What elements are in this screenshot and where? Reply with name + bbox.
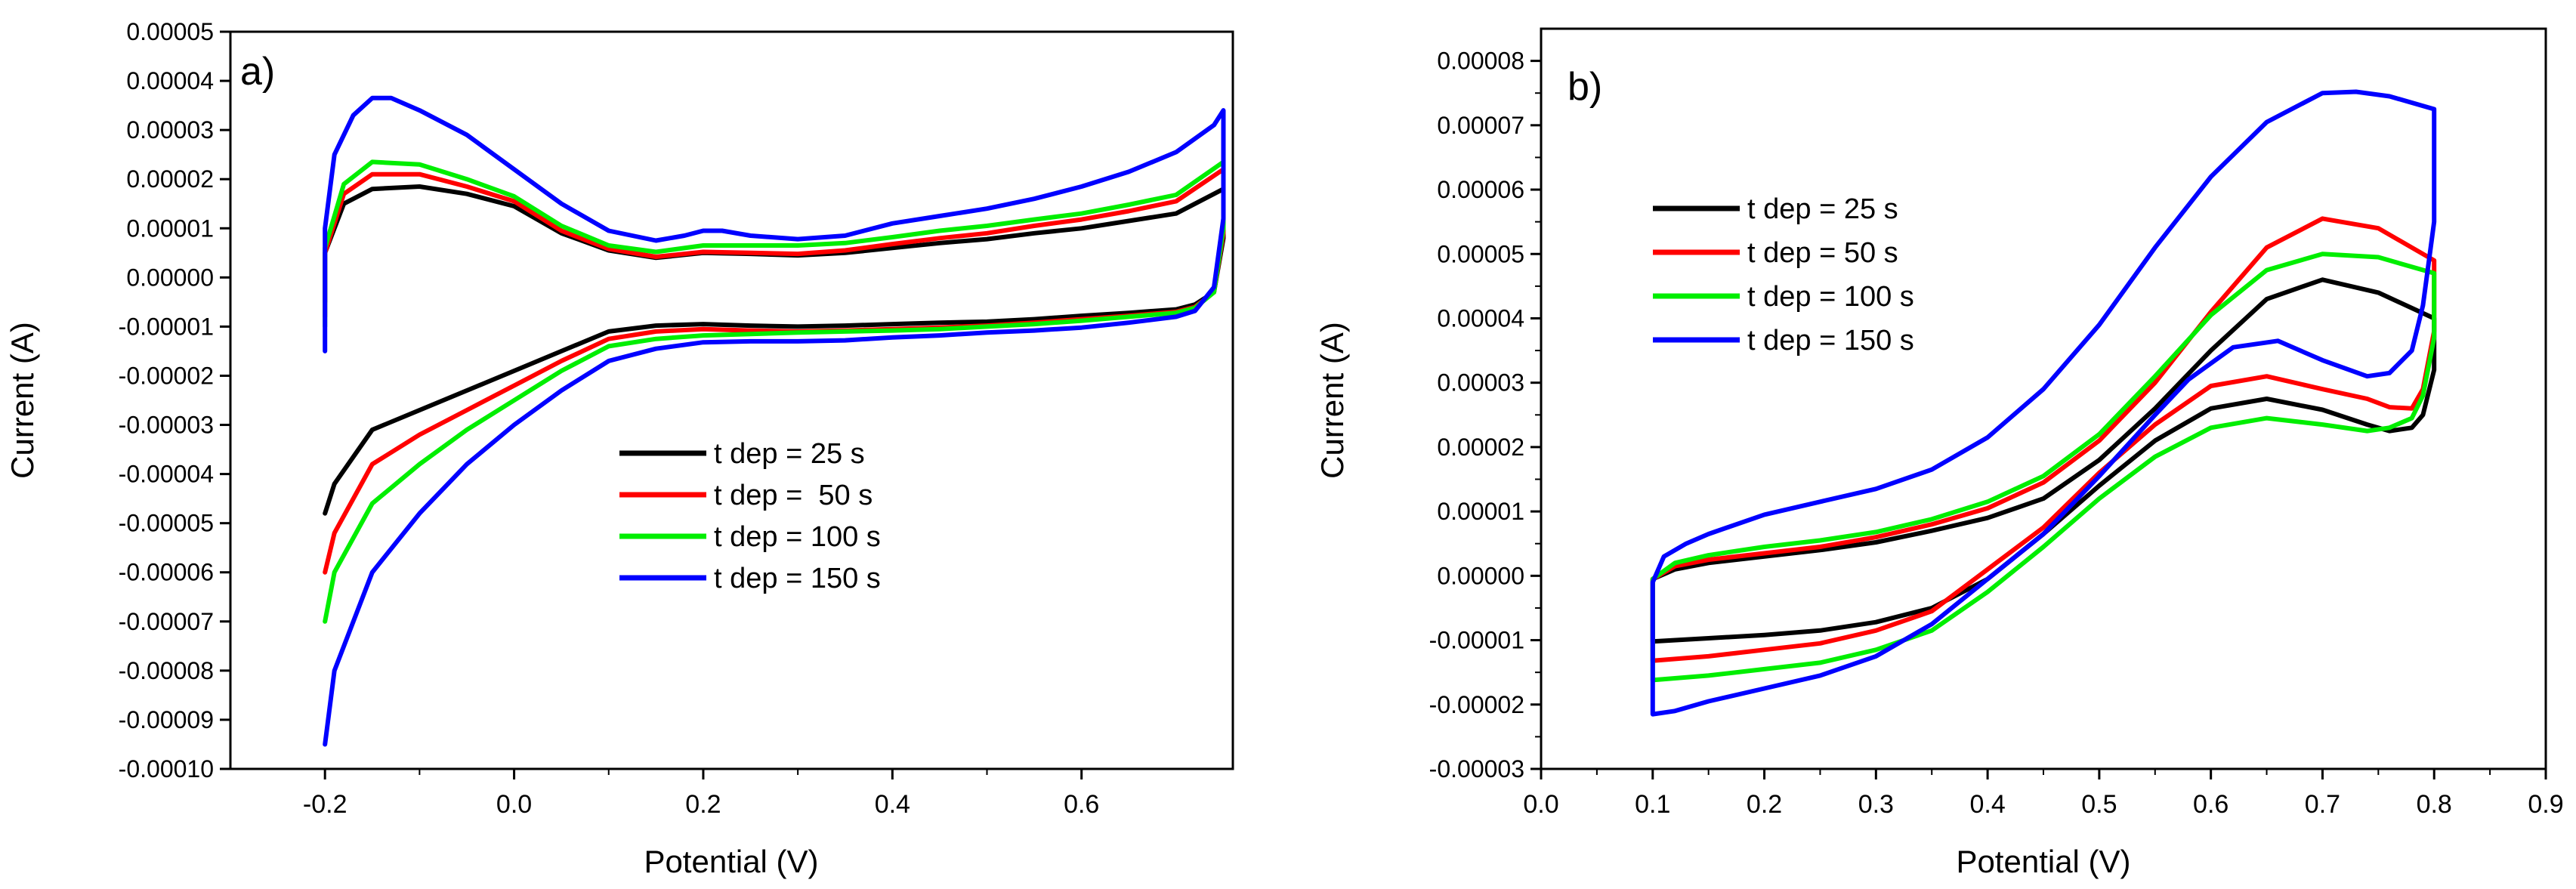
chart-panel-b: 0.0 0.1 0.2 0.3 0.4 0.5 0.6 0.7 0.8 0.9 0.000080.…	[1314, 27, 2564, 879]
x-tick-label: 0.5	[2081, 790, 2117, 819]
x-tick-label: 0.8	[2417, 790, 2452, 819]
x-tick-label: 0.9	[2528, 790, 2563, 819]
y-axis-ticks-b: 0.00008 0.00007 0.00006 0.00005 0.00004 0.000…	[1429, 48, 1541, 783]
y-tick-label: -0.00003	[119, 412, 214, 439]
y-tick-label: 0.00004	[126, 67, 214, 94]
y-tick-label: -0.00008	[119, 657, 214, 684]
y-tick-label: 0.00005	[126, 18, 214, 45]
x-axis-label-a: Potential (V)	[644, 844, 818, 879]
y-tick-label: 0.00005	[1437, 240, 1524, 267]
legend-label: t dep = 25 s	[714, 438, 865, 470]
x-tick-label: 0.2	[1747, 790, 1782, 819]
y-tick-label: -0.00006	[119, 559, 214, 586]
y-tick-label: -0.00010	[119, 755, 214, 783]
y-tick-label: 0.00000	[1437, 562, 1524, 589]
x-tick-label: 0.3	[1858, 790, 1894, 819]
series-group-b	[1650, 89, 2437, 717]
y-tick-label: 0.00002	[1437, 434, 1524, 461]
y-tick-label: 0.00000	[126, 264, 214, 291]
y-tick-label: 0.00008	[1437, 48, 1524, 75]
legend-a: t dep = 25 s t dep = 50 s t dep = 100 s t d…	[619, 438, 881, 594]
panel-label-a: a)	[240, 50, 275, 94]
x-tick-label: 0.6	[1064, 790, 1099, 819]
legend-label: t dep = 150 s	[714, 563, 881, 594]
series-line	[1650, 277, 2437, 644]
y-tick-label: -0.00007	[119, 608, 214, 635]
y-tick-label: 0.00001	[126, 215, 214, 242]
chart-panel-a: -0.2 0.0 0.2 0.4 0.6 0.000050.000040.000030.…	[5, 18, 1234, 879]
legend-label: t dep = 100 s	[1747, 281, 1914, 313]
legend-label: t dep = 50 s	[1747, 237, 1898, 269]
x-tick-label: -0.2	[303, 790, 347, 819]
series-line	[1650, 252, 2437, 683]
y-axis-ticks-a: 0.00005 0.00004 0.00003 0.00002 0.00001 0.000…	[119, 18, 230, 783]
y-tick-label: 0.00001	[1437, 498, 1524, 525]
x-tick-label: 0.0	[1523, 790, 1558, 819]
y-tick-label: 0.00002	[126, 165, 214, 193]
y-tick-label: -0.00004	[119, 461, 214, 488]
plot-frame-a	[229, 30, 1234, 770]
series-line	[323, 95, 1226, 747]
legend-label: t dep = 100 s	[714, 521, 881, 553]
legend-label: t dep = 150 s	[1747, 325, 1914, 357]
x-tick-label: 0.4	[1969, 790, 2005, 819]
x-tick-label: 0.2	[685, 790, 721, 819]
y-axis-label-a: Current (A)	[5, 322, 40, 479]
x-axis-ticks-b: 0.0 0.1 0.2 0.3 0.4 0.5 0.6 0.7 0.8 0.9	[1523, 769, 2564, 819]
series-line	[323, 167, 1226, 575]
legend-b: t dep = 25 s t dep = 50 s t dep = 100 s t d…	[1653, 193, 1914, 357]
y-tick-label: 0.00004	[1437, 304, 1524, 332]
y-tick-label: 0.00003	[126, 116, 214, 144]
series-group-a	[323, 95, 1226, 747]
x-tick-label: 0.6	[2193, 790, 2229, 819]
y-tick-label: -0.00001	[119, 313, 214, 340]
y-tick-label: -0.00003	[1429, 755, 1524, 783]
y-tick-label: -0.00002	[119, 362, 214, 389]
y-tick-label: -0.00005	[119, 510, 214, 537]
legend-label: t dep = 50 s	[714, 480, 873, 511]
x-tick-label: 0.1	[1635, 790, 1670, 819]
x-tick-label: 0.0	[496, 790, 532, 819]
y-tick-label: -0.00009	[119, 706, 214, 733]
x-tick-label: 0.4	[875, 790, 910, 819]
y-tick-label: 0.00003	[1437, 369, 1524, 397]
y-axis-label-b: Current (A)	[1314, 322, 1350, 479]
legend-label: t dep = 25 s	[1747, 193, 1898, 225]
x-tick-label: 0.7	[2305, 790, 2340, 819]
y-tick-label: -0.00002	[1429, 691, 1524, 718]
series-line	[1650, 89, 2437, 717]
y-tick-label: 0.00006	[1437, 176, 1524, 203]
y-tick-label: -0.00001	[1429, 627, 1524, 654]
y-tick-label: 0.00007	[1437, 112, 1524, 139]
panel-label-b: b)	[1568, 65, 1602, 109]
x-axis-label-b: Potential (V)	[1956, 844, 2130, 879]
x-axis-ticks-a: -0.2 0.0 0.2 0.4 0.6	[303, 769, 1099, 819]
